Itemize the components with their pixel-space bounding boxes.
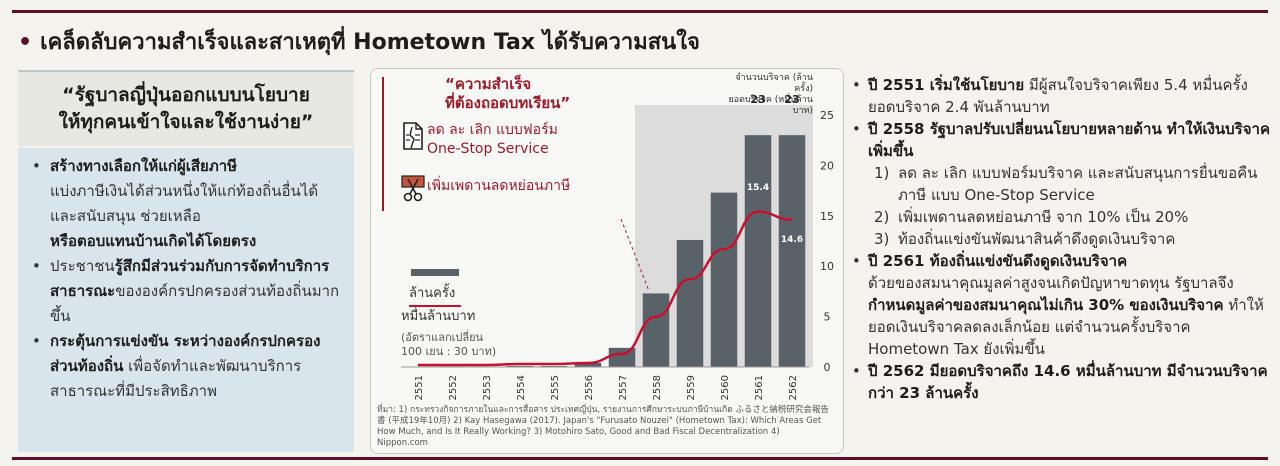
title-bullet: • xyxy=(18,30,33,55)
bar xyxy=(506,365,534,367)
right-column: ปี 2551 เริ่มใช้นโยบาย มีผู้สนใจบริจาคเพ… xyxy=(852,74,1272,404)
page-title-text: เคล็ดลับความสำเร็จและสาเหตุที่ Hometown … xyxy=(40,30,700,55)
right-sub-1-num: 1) xyxy=(874,164,890,182)
x-tick-label: 2556 xyxy=(584,375,595,400)
exchange-line2: 100 เยน : 30 บาท) xyxy=(401,345,497,358)
left-item-2-text: ขององค์กรปกครองส่วนท้องถิ่นมากขึ้น xyxy=(50,282,340,325)
right-sub-3-num: 3) xyxy=(874,230,890,248)
bar xyxy=(710,192,738,367)
hometown-tax-chart: 0 5 10 15 20 25 23 23 15.4 14.6 2551 2552 2553 2554 25… xyxy=(382,77,834,400)
right-axis-note: จำนวนบริจาค (ล้านครั้ง) ยอดบริจาค (หมื่น… xyxy=(723,73,813,117)
right-item-2562: ปี 2562 มียอดบริจาคถึง 14.6 หมื่นล้านบาท… xyxy=(852,360,1272,404)
left-item-3-text: เพื่อจัดทำและพัฒนาบริการสาธารณะที่มีประส… xyxy=(50,357,302,400)
y-tick-label: 5 xyxy=(824,311,831,324)
page-title: • เคล็ดลับความสำเร็จและสาเหตุที่ Hometown… xyxy=(18,24,700,60)
x-tick-label: 2553 xyxy=(482,375,493,400)
exchange-line1: (อัตราแลกเปลี่ยน xyxy=(401,331,484,344)
right-item-2558: ปี 2558 รัฐบาลปรับเปลี่ยนนโยบายหลายด้าน … xyxy=(852,118,1272,162)
right-sub-2-text: เพิ่มเพดานลดหย่อนภาษี จาก 10% เป็น 20% xyxy=(898,208,1189,226)
bar xyxy=(744,135,772,367)
scissors-icon xyxy=(401,175,425,202)
x-tick-label: 2552 xyxy=(448,375,459,400)
top-rule xyxy=(12,10,1268,13)
right-item-2561-bold: ปี 2561 ท้องถิ่นแข่งขันดึงดูดเงินบริจาค xyxy=(868,252,1128,270)
legend-count-label: ล้านครั้ง xyxy=(409,286,456,301)
left-item-3: กระตุ้นการแข่งขัน ระหว่างองค์กรปกครองส่ว… xyxy=(32,329,344,404)
left-heading-line2: ให้ทุกคนเข้าใจและใช้งานง่าย” xyxy=(58,111,314,133)
line-label: 15.4 xyxy=(747,183,769,193)
right-axis-note-line1: จำนวนบริจาค (ล้านครั้ง) xyxy=(735,73,813,94)
lesson-2-text: เพิ่มเพดานลดหย่อนภาษี xyxy=(427,178,571,194)
lesson-1-line1: ลด ละ เลิก แบบฟอร์ม xyxy=(427,122,558,138)
x-tick-label: 2557 xyxy=(618,375,629,400)
right-sub-2: 2) เพิ่มเพดานลดหย่อนภาษี จาก 10% เป็น 20% xyxy=(852,206,1272,228)
x-tick-label: 2559 xyxy=(686,375,697,400)
x-tick-label: 2560 xyxy=(720,375,731,400)
left-item-1-bold2: หรือตอบแทนบ้านเกิดได้โดยตรง xyxy=(50,232,257,250)
right-item-2551-text: มีผู้สนใจบริจาคเพียง 5.4 หมื่นครั้ง ยอดบ… xyxy=(868,76,1248,116)
chart-source: ที่มา: 1) กระทรวงกิจการภายในและการสื่อสา… xyxy=(377,405,829,448)
left-body: สร้างทางเลือกให้แก่ผู้เสียภาษี แบ่งภาษีเ… xyxy=(18,148,354,452)
bar xyxy=(676,239,704,367)
y-tick-label: 25 xyxy=(820,109,834,122)
x-tick-label: 2551 xyxy=(414,375,425,400)
right-item-2551-bold: ปี 2551 เริ่มใช้นโยบาย xyxy=(868,76,1025,94)
right-axis-note-line2: ยอดบริจาค (หมื่นล้านบาท) xyxy=(728,95,813,116)
line-series xyxy=(417,210,793,367)
bottom-rule xyxy=(12,457,1268,460)
legend-line-swatch xyxy=(409,305,461,307)
right-item-2561-text2: ทำให้ยอดเงินบริจาคลดลงเล็กน้อย แต่จำนวนค… xyxy=(868,296,1264,358)
left-item-2-bold: รู้สึกมีส่วนร่วมกับการจัดทำบริการสาธารณะ xyxy=(50,257,330,300)
bar xyxy=(574,362,602,367)
right-sub-1-text: ลด ละ เลิก แบบฟอร์มบริจาค และสนับสนุนการ… xyxy=(898,164,1258,204)
left-item-1-text: แบ่งภาษีเงินได้ส่วนหนึ่งให้แก่ท้องถิ่นอื… xyxy=(50,182,319,225)
left-item-3-bold: กระตุ้นการแข่งขัน ระหว่างองค์กรปกครองส่ว… xyxy=(50,332,321,375)
right-item-2561: ปี 2561 ท้องถิ่นแข่งขันดึงดูดเงินบริจาค … xyxy=(852,250,1272,360)
y-tick-label: 15 xyxy=(820,210,834,223)
legend-count: ล้านครั้ง xyxy=(409,269,461,307)
left-item-1: สร้างทางเลือกให้แก่ผู้เสียภาษี แบ่งภาษีเ… xyxy=(32,154,344,254)
chart-card: 0 5 10 15 20 25 23 23 15.4 14.6 2551 2552 2553 2554 25… xyxy=(370,68,844,454)
callout-line xyxy=(620,218,650,292)
left-item-2: ประชาชนรู้สึกมีส่วนร่วมกับการจัดทำบริการ… xyxy=(32,254,344,329)
right-sub-3-text: ท้องถิ่นแข่งขันพัฒนาสินค้าดึงดูดเงินบริจ… xyxy=(898,230,1176,248)
exchange-note: (อัตราแลกเปลี่ยน 100 เยน : 30 บาท) xyxy=(401,331,496,359)
bar-label: 23 xyxy=(750,93,765,106)
lesson-quote-line1: “ความสำเร็จ xyxy=(445,75,532,93)
y-tick-label: 20 xyxy=(820,159,834,172)
right-item-2551: ปี 2551 เริ่มใช้นโยบาย มีผู้สนใจบริจาคเพ… xyxy=(852,74,1272,118)
right-sub-1: 1) ลด ละ เลิก แบบฟอร์มบริจาค และสนับสนุนก… xyxy=(852,162,1272,206)
bar-label: 23 xyxy=(784,93,799,106)
right-item-2561-bold2: กำหนดมูลค่าของสมนาคุณไม่เกิน 30% ของเงิน… xyxy=(868,296,1224,314)
lesson-1-line2: One-Stop Service xyxy=(427,141,549,157)
bar xyxy=(540,365,568,367)
right-item-2561-text1: ด้วยของสมนาคุณมูลค่าสูงจนเกิดปัญหาขาดทุน… xyxy=(868,274,1234,292)
right-item-2558-bold: ปี 2558 รัฐบาลปรับเปลี่ยนนโยบายหลายด้าน … xyxy=(868,120,1270,160)
y-tick-label: 10 xyxy=(820,260,834,273)
lesson-quote-line2: ที่ต้องถอดบทเรียน” xyxy=(445,94,571,112)
x-tick-label: 2558 xyxy=(652,375,663,400)
x-tick-label: 2561 xyxy=(754,375,765,400)
y-tick-label: 0 xyxy=(824,361,831,374)
legend-bar-swatch xyxy=(411,269,459,276)
right-sub-3: 3) ท้องถิ่นแข่งขันพัฒนาสินค้าดึงดูดเงินบร… xyxy=(852,228,1272,250)
x-tick-label: 2555 xyxy=(550,375,561,400)
bar xyxy=(642,293,670,367)
lesson-1-text: ลด ละ เลิก แบบฟอร์ม One-Stop Service xyxy=(427,121,558,159)
document-icon xyxy=(403,122,423,150)
lesson-quote: “ความสำเร็จ ที่ต้องถอดบทเรียน” xyxy=(445,75,635,113)
x-tick-label: 2554 xyxy=(516,375,527,400)
left-heading: “รัฐบาลญี่ปุ่นออกแบบนโยบาย ให้ทุกคนเข้าใ… xyxy=(18,70,354,146)
legend-amount-label: หมื่นล้านบาท xyxy=(401,309,476,324)
x-tick-label: 2562 xyxy=(788,375,799,400)
bar xyxy=(778,135,806,367)
line-label: 14.6 xyxy=(781,235,803,245)
right-item-2562-bold: ปี 2562 มียอดบริจาคถึง 14.6 หมื่นล้านบาท… xyxy=(868,362,1268,402)
left-item-1-bold: สร้างทางเลือกให้แก่ผู้เสียภาษี xyxy=(50,157,238,175)
left-item-2-pre: ประชาชน xyxy=(50,257,115,275)
left-heading-line1: “รัฐบาลญี่ปุ่นออกแบบนโยบาย xyxy=(62,84,310,106)
right-sub-2-num: 2) xyxy=(874,208,890,226)
